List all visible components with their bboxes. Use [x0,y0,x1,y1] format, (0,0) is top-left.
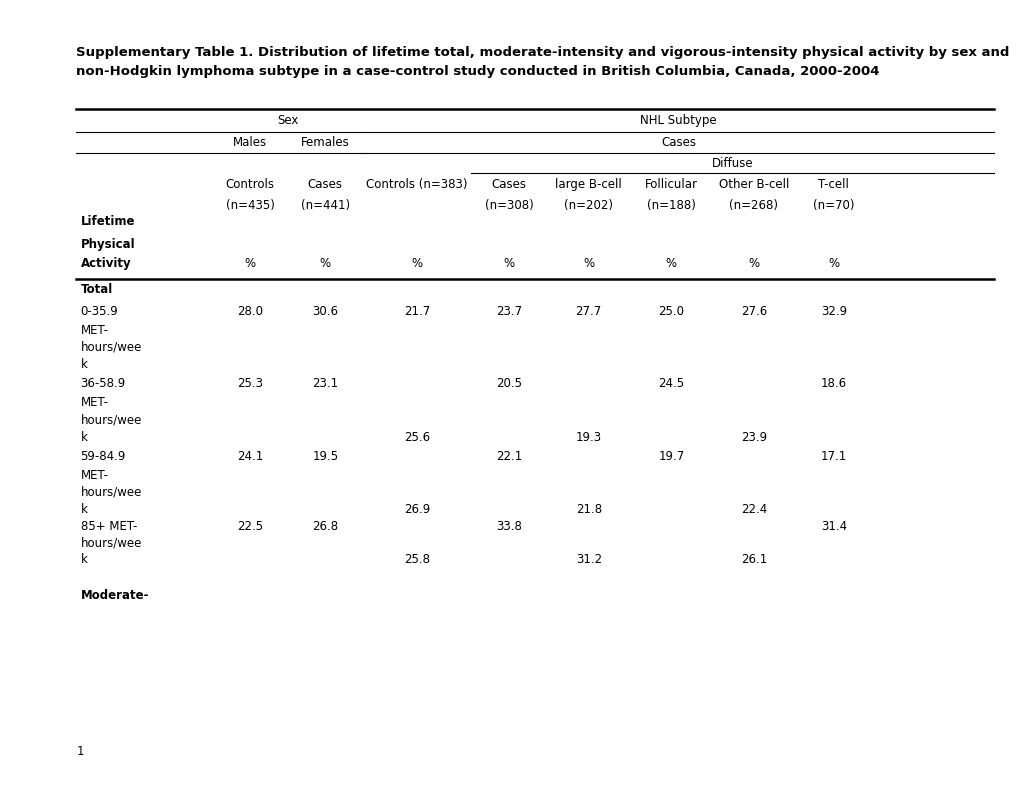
Text: 85+ MET-: 85+ MET- [81,520,137,533]
Text: Cases: Cases [308,178,342,191]
Text: Total: Total [81,284,113,296]
Text: 0-35.9: 0-35.9 [81,305,118,318]
Text: k: k [81,359,88,371]
Text: 19.3: 19.3 [575,431,601,444]
Text: %: % [827,257,839,269]
Text: 17.1: 17.1 [820,450,846,463]
Text: Sex: Sex [277,114,298,127]
Text: T-cell: T-cell [817,178,849,191]
Text: Activity: Activity [81,257,131,269]
Text: Diffuse: Diffuse [711,157,753,169]
Text: large B-cell: large B-cell [554,178,622,191]
Text: 26.1: 26.1 [740,553,766,567]
Text: %: % [748,257,759,269]
Text: 19.5: 19.5 [312,450,338,463]
Text: hours/wee: hours/wee [81,341,142,354]
Text: %: % [245,257,256,269]
Text: MET-: MET- [81,396,108,409]
Text: MET-: MET- [81,469,108,481]
Text: (n=202): (n=202) [564,199,612,212]
Text: Females: Females [301,136,350,149]
Text: %: % [411,257,422,269]
Text: 22.1: 22.1 [495,450,522,463]
Text: k: k [81,553,88,567]
Text: 33.8: 33.8 [495,520,522,533]
Text: 19.7: 19.7 [657,450,684,463]
Text: hours/wee: hours/wee [81,414,142,426]
Text: Follicular: Follicular [644,178,697,191]
Text: 25.3: 25.3 [236,377,263,390]
Text: Males: Males [232,136,267,149]
Text: 23.9: 23.9 [740,431,766,444]
Text: 23.1: 23.1 [312,377,338,390]
Text: 31.2: 31.2 [575,553,601,567]
Text: 20.5: 20.5 [495,377,522,390]
Text: 22.4: 22.4 [740,504,766,516]
Text: Controls (n=383): Controls (n=383) [366,178,468,191]
Text: 24.1: 24.1 [236,450,263,463]
Text: (n=268): (n=268) [729,199,777,212]
Text: 27.7: 27.7 [575,305,601,318]
Text: Physical: Physical [81,238,136,251]
Text: 26.8: 26.8 [312,520,338,533]
Text: 22.5: 22.5 [236,520,263,533]
Text: %: % [502,257,514,269]
Text: %: % [583,257,594,269]
Text: 25.6: 25.6 [404,431,430,444]
Text: hours/wee: hours/wee [81,486,142,499]
Text: Cases: Cases [660,136,696,149]
Text: 23.7: 23.7 [495,305,522,318]
Text: %: % [319,257,330,269]
Text: (n=308): (n=308) [484,199,533,212]
Text: MET-: MET- [81,324,108,336]
Text: 30.6: 30.6 [312,305,338,318]
Text: Cases: Cases [491,178,526,191]
Text: 59-84.9: 59-84.9 [81,450,125,463]
Text: 26.9: 26.9 [404,504,430,516]
Text: 24.5: 24.5 [657,377,684,390]
Text: k: k [81,504,88,516]
Text: 31.4: 31.4 [820,520,846,533]
Text: 28.0: 28.0 [236,305,263,318]
Text: Supplementary Table 1. Distribution of lifetime total, moderate-intensity and vi: Supplementary Table 1. Distribution of l… [76,46,1009,58]
Text: (n=441): (n=441) [301,199,350,212]
Text: Moderate-: Moderate- [81,589,149,602]
Text: hours/wee: hours/wee [81,537,142,550]
Text: (n=70): (n=70) [812,199,854,212]
Text: 21.8: 21.8 [575,504,601,516]
Text: k: k [81,431,88,444]
Text: 18.6: 18.6 [820,377,846,390]
Text: Lifetime: Lifetime [81,215,135,228]
Text: 36-58.9: 36-58.9 [81,377,125,390]
Text: 25.8: 25.8 [404,553,430,567]
Text: (n=435): (n=435) [225,199,274,212]
Text: Other B-cell: Other B-cell [718,178,789,191]
Text: NHL Subtype: NHL Subtype [640,114,716,127]
Text: non-Hodgkin lymphoma subtype in a case-control study conducted in British Columb: non-Hodgkin lymphoma subtype in a case-c… [76,65,879,77]
Text: (n=188): (n=188) [646,199,695,212]
Text: 27.6: 27.6 [740,305,766,318]
Text: 21.7: 21.7 [404,305,430,318]
Text: Controls: Controls [225,178,274,191]
Text: 32.9: 32.9 [820,305,846,318]
Text: 1: 1 [76,745,84,758]
Text: 25.0: 25.0 [657,305,684,318]
Text: %: % [665,257,677,269]
